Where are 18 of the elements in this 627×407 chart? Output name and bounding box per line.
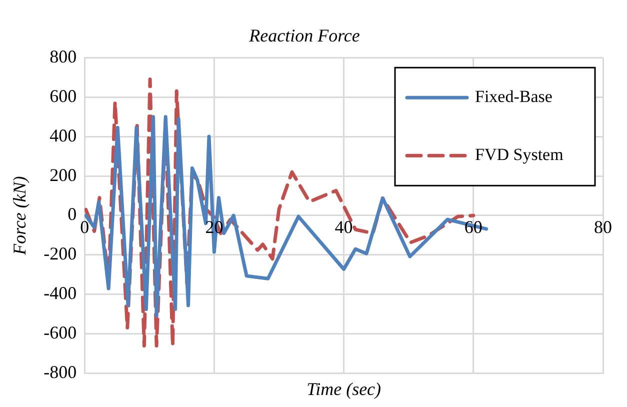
y-tick-label: -400 [44,283,77,304]
legend-label: FVD System [475,145,564,164]
chart-title: Reaction Force [248,26,360,46]
y-tick-label: 0 [68,204,77,224]
x-tick-label: 20 [205,217,224,238]
x-tick-label: 40 [334,217,353,238]
x-axis-title: Time (sec) [306,378,382,399]
y-tick-label: -800 [44,362,77,382]
y-tick-label: 200 [50,164,77,185]
y-tick-label: -600 [44,322,77,343]
legend-label: Fixed-Base [475,87,552,106]
y-tick-label: -200 [44,244,77,264]
y-tick-label: 600 [50,86,77,106]
y-tick-label: 400 [50,125,77,146]
y-axis-title: Force (kN) [10,176,30,256]
y-tick-label: 800 [50,46,77,66]
x-tick-label: 0 [80,217,90,238]
x-tick-label: 80 [594,217,612,238]
